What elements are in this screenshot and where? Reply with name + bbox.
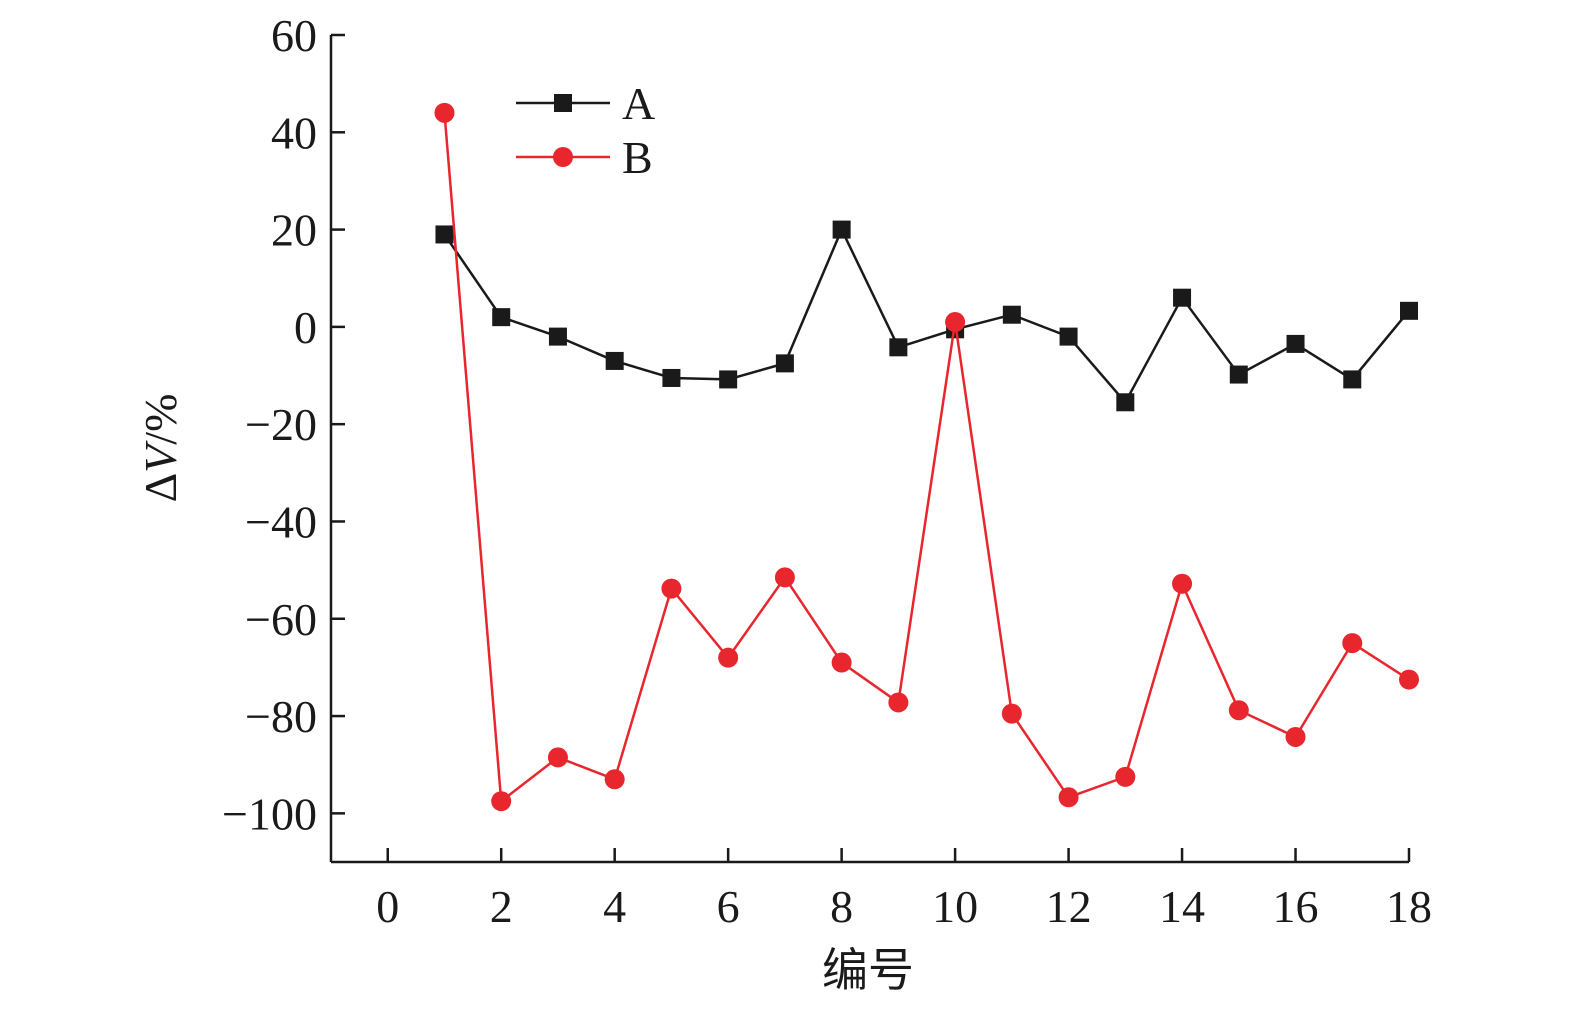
y-axis-ticks: 60 40 20 0 −20 −40 −60 −80 −100 — [222, 10, 345, 839]
x-axis-ticks: 0 2 4 6 8 10 12 14 16 18 — [376, 848, 1432, 932]
x-tick-label: 14 — [1159, 881, 1205, 932]
data-point — [718, 647, 739, 668]
data-point — [831, 652, 852, 673]
legend-marker — [554, 94, 572, 112]
legend: AB — [516, 78, 655, 183]
data-point — [889, 338, 908, 357]
data-point — [832, 220, 851, 239]
data-point — [1229, 365, 1248, 384]
y-tick-label: 60 — [271, 10, 317, 61]
data-point — [1001, 703, 1022, 724]
y-tick-label: −40 — [245, 496, 317, 547]
x-tick-label: 12 — [1046, 881, 1092, 932]
y-tick-label: −100 — [222, 788, 317, 839]
legend-item-A: A — [516, 78, 655, 129]
y-tick-label: −20 — [245, 399, 317, 450]
data-point — [1116, 393, 1135, 412]
x-tick-label: 18 — [1386, 881, 1432, 932]
x-tick-label: 0 — [376, 881, 399, 932]
data-point — [662, 368, 681, 387]
series-B — [434, 102, 1419, 812]
data-point — [434, 102, 455, 123]
data-point — [719, 370, 738, 389]
y-tick-label: 20 — [271, 205, 317, 256]
legend-label: A — [622, 78, 655, 129]
data-point — [775, 354, 794, 373]
y-tick-label: 40 — [271, 107, 317, 158]
data-point — [548, 327, 567, 346]
data-point — [1343, 370, 1362, 389]
data-point — [547, 747, 568, 768]
series-line-B — [443, 112, 1410, 803]
data-point — [1286, 334, 1305, 353]
data-point — [492, 308, 511, 327]
data-point — [888, 692, 909, 713]
x-tick-label: 10 — [932, 881, 978, 932]
data-point — [604, 769, 625, 790]
data-point — [1173, 288, 1192, 307]
x-axis-title: 编号 — [822, 943, 914, 997]
legend-marker — [553, 147, 573, 167]
x-tick-label: 4 — [603, 881, 626, 932]
data-point — [945, 312, 966, 333]
legend-item-B: B — [516, 132, 653, 183]
data-point — [1059, 327, 1078, 346]
data-point — [1342, 633, 1363, 654]
x-tick-label: 6 — [717, 881, 740, 932]
data-point — [435, 225, 454, 244]
y-tick-label: −60 — [245, 594, 317, 645]
legend-label: B — [622, 132, 653, 183]
y-axis-title: ΔV/% — [135, 394, 186, 503]
series-layer — [434, 102, 1419, 812]
data-point — [1285, 726, 1306, 747]
data-point — [1228, 700, 1249, 721]
y-tick-label: −80 — [245, 691, 317, 742]
axes: 60 40 20 0 −20 −40 −60 −80 −100 0 2 4 6 8 10 12 14 16 18 — [222, 10, 1432, 932]
data-point — [605, 351, 624, 370]
y-tick-label: 0 — [294, 302, 317, 353]
data-point — [774, 567, 795, 588]
data-point — [491, 791, 512, 812]
series-A — [435, 220, 1418, 412]
x-tick-label: 16 — [1273, 881, 1319, 932]
data-point — [1399, 669, 1419, 690]
data-point — [1172, 573, 1193, 594]
data-point — [661, 578, 682, 599]
series-line-A — [443, 228, 1410, 404]
x-tick-label: 8 — [830, 881, 853, 932]
data-point — [1400, 301, 1418, 320]
data-point — [1002, 305, 1021, 324]
x-tick-label: 2 — [490, 881, 513, 932]
data-point — [1115, 766, 1136, 787]
data-point — [1058, 787, 1079, 808]
